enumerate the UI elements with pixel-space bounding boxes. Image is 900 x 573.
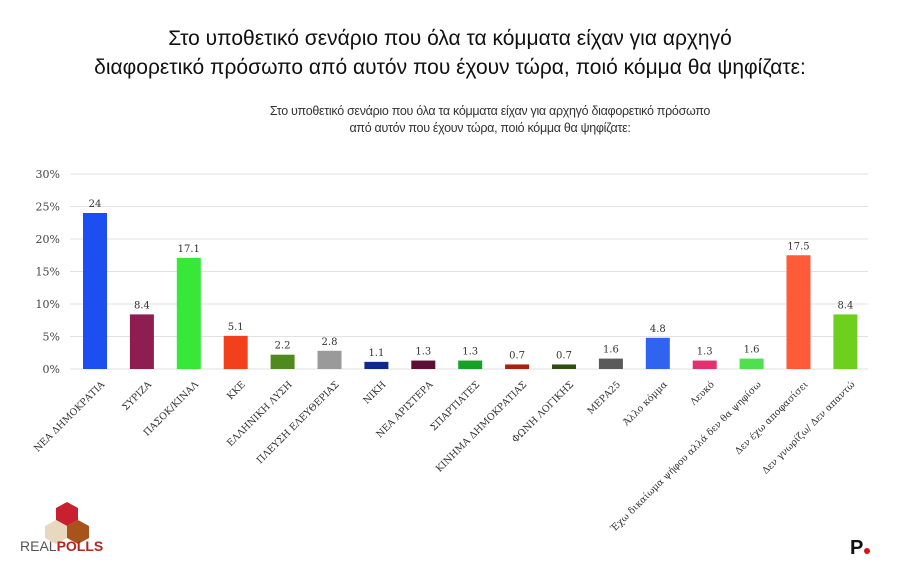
bar	[692, 360, 717, 369]
data-label: 0.7	[509, 350, 525, 361]
y-tick-label: 0%	[43, 363, 60, 376]
x-tick-label: Δεν γνωρίζω/ Δεν απαντώ	[760, 379, 857, 476]
x-tick-label: ΝΕΑ ΔΗΜΟΚΡΑΤΙΑ	[32, 379, 107, 454]
x-tick-label: ΠΛΕΥΣΗ ΕΛΕΥΘΕΡΙΑΣ	[255, 379, 342, 466]
bar	[317, 350, 342, 369]
data-label: 2.2	[275, 341, 291, 352]
data-label: 17.5	[787, 241, 809, 252]
bar	[223, 335, 248, 369]
data-label: 2.8	[322, 337, 338, 348]
bar	[129, 314, 154, 369]
chart-title: Στο υποθετικό σενάριο που όλα τα κόμματα…	[200, 103, 780, 137]
realpolls-logo-icon	[45, 502, 89, 544]
bar	[270, 354, 295, 369]
realpolls-logo-text: REALPOLLS	[20, 538, 104, 554]
bar	[458, 360, 483, 369]
data-label: 1.3	[462, 347, 478, 358]
bar	[786, 255, 811, 369]
x-tick-label: Άλλο κόμμα	[620, 379, 670, 429]
chart-title-line-2: από αυτόν που έχουν τώρα, ποιό κόμμα θα …	[349, 121, 631, 135]
data-label: 4.8	[650, 324, 666, 335]
x-tick-label: ΣΥΡΙΖΑ	[120, 379, 154, 413]
data-label: 17.1	[178, 244, 200, 255]
data-label: 1.6	[744, 345, 760, 356]
bar	[505, 364, 530, 369]
x-tick-label: ΜΕΡΑ25	[586, 379, 623, 416]
y-tick-label: 10%	[36, 298, 60, 311]
x-tick-label: ΝΙΚΗ	[361, 379, 388, 406]
data-label: 24	[89, 199, 102, 210]
chart-title-line-1: Στο υποθετικό σενάριο που όλα τα κόμματα…	[269, 104, 711, 118]
bar	[176, 257, 201, 369]
bar	[552, 364, 576, 369]
data-label: 0.7	[556, 350, 572, 361]
title-line-1: Στο υποθετικό σενάριο που όλα τα κόμματα…	[168, 27, 732, 50]
bar	[598, 358, 623, 369]
data-label: 1.3	[697, 347, 713, 358]
data-label: 1.6	[603, 345, 619, 356]
y-tick-label: 15%	[36, 266, 60, 279]
y-tick-label: 20%	[36, 233, 60, 246]
bar	[364, 361, 389, 369]
x-tick-label: Λευκό	[688, 379, 717, 408]
bar	[645, 337, 670, 369]
page-title: Στο υποθετικό σενάριο που όλα τα κόμματα…	[0, 24, 900, 82]
title-line-2: διαφορετικό πρόσωπο από αυτόν που έχουν …	[94, 56, 806, 79]
bar	[411, 360, 436, 369]
bar	[739, 358, 764, 369]
y-tick-label: 5%	[43, 331, 60, 344]
data-label: 5.1	[228, 322, 244, 333]
bar	[83, 213, 107, 369]
x-tick-label: ΚΚΕ	[225, 379, 248, 402]
x-tick-label: ΚΙΝΗΜΑ ΔΗΜΟΚΡΑΤΙΑΣ	[434, 379, 529, 474]
data-label: 8.4	[837, 300, 853, 311]
data-label: 1.3	[415, 347, 431, 358]
bar	[833, 314, 858, 369]
data-label: 8.4	[134, 300, 150, 311]
data-label: 1.1	[368, 348, 384, 359]
publisher-logo: P	[850, 537, 871, 560]
y-tick-label: 30%	[36, 168, 60, 181]
y-tick-label: 25%	[36, 201, 60, 214]
